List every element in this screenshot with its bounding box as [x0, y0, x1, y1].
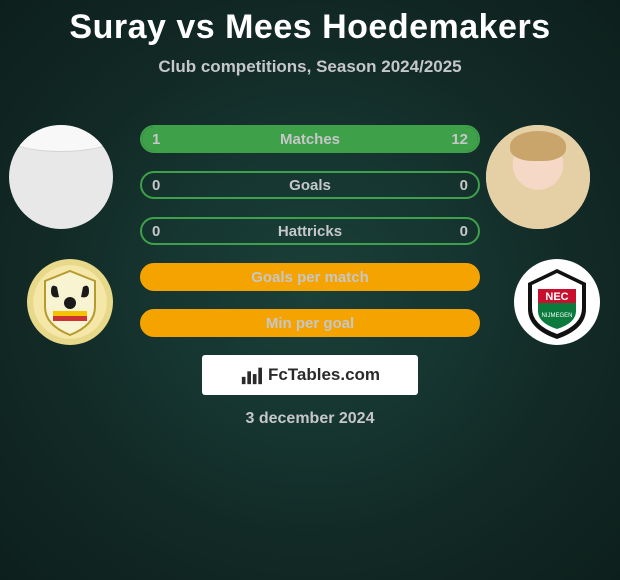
stat-row: 112Matches — [140, 125, 480, 153]
svg-text:NIJMEGEN: NIJMEGEN — [541, 313, 572, 319]
page-title: Suray vs Mees Hoedemakers — [0, 0, 620, 47]
stat-label: Goals per match — [142, 265, 478, 289]
svg-text:NEC: NEC — [545, 291, 568, 303]
stat-row: 00Goals — [140, 171, 480, 199]
stat-row: Min per goal — [140, 309, 480, 337]
stat-label: Hattricks — [142, 219, 478, 243]
player-left-photo — [9, 125, 113, 229]
stat-label: Goals — [142, 173, 478, 197]
watermark: FcTables.com — [202, 355, 418, 395]
stat-label: Matches — [142, 127, 478, 151]
club-right-badge: NEC NIJMEGEN — [514, 259, 600, 345]
player-right-photo — [486, 125, 590, 229]
comparison-bars: 112Matches 00Goals 00Hattricks Goals per ma… — [140, 125, 480, 355]
date-label: 3 december 2024 — [0, 410, 620, 428]
watermark-text: FcTables.com — [268, 365, 380, 385]
club-left-badge — [27, 259, 113, 345]
stat-label: Min per goal — [142, 311, 478, 335]
stat-row: Goals per match — [140, 263, 480, 291]
subtitle: Club competitions, Season 2024/2025 — [0, 57, 620, 77]
bar-chart-icon — [240, 364, 262, 386]
stat-row: 00Hattricks — [140, 217, 480, 245]
